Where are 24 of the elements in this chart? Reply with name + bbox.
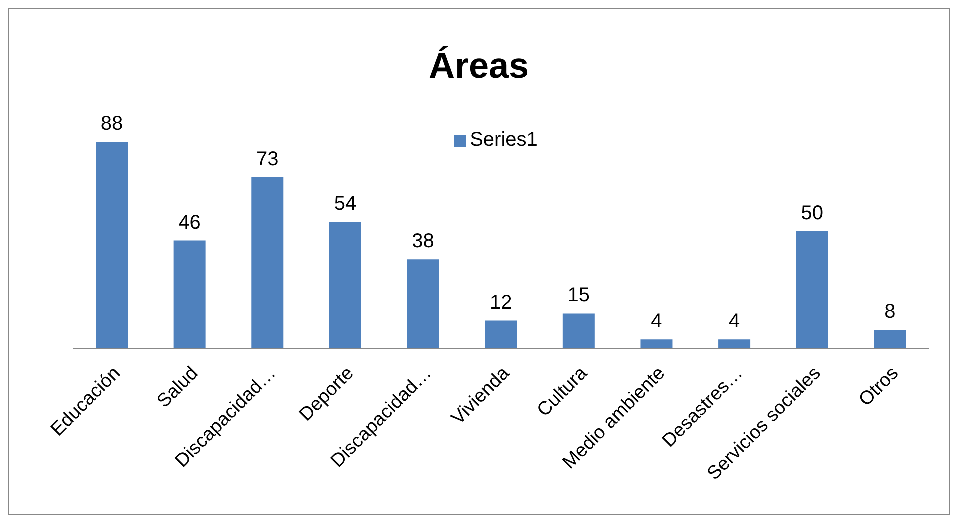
bar [407,260,440,349]
bar [562,314,595,349]
bar [640,340,673,349]
data-label: 12 [490,292,512,314]
chart-title: Áreas [428,45,530,87]
legend-label: Series1 [470,129,538,151]
bar [485,320,518,349]
bar [329,222,362,349]
bar [874,330,906,349]
bar [174,240,206,349]
bar [796,231,828,349]
bar [718,340,751,349]
data-label: 15 [568,284,590,307]
data-label: 38 [412,230,434,253]
bar [96,142,128,349]
bar [252,177,284,349]
data-label: 4 [728,310,740,333]
data-label: 50 [801,202,824,224]
data-label: 88 [100,113,124,135]
data-label: 54 [334,192,357,215]
data-label: 46 [178,212,201,234]
data-label: 73 [256,148,279,170]
data-label: 4 [651,310,662,333]
data-label: 8 [884,301,896,324]
